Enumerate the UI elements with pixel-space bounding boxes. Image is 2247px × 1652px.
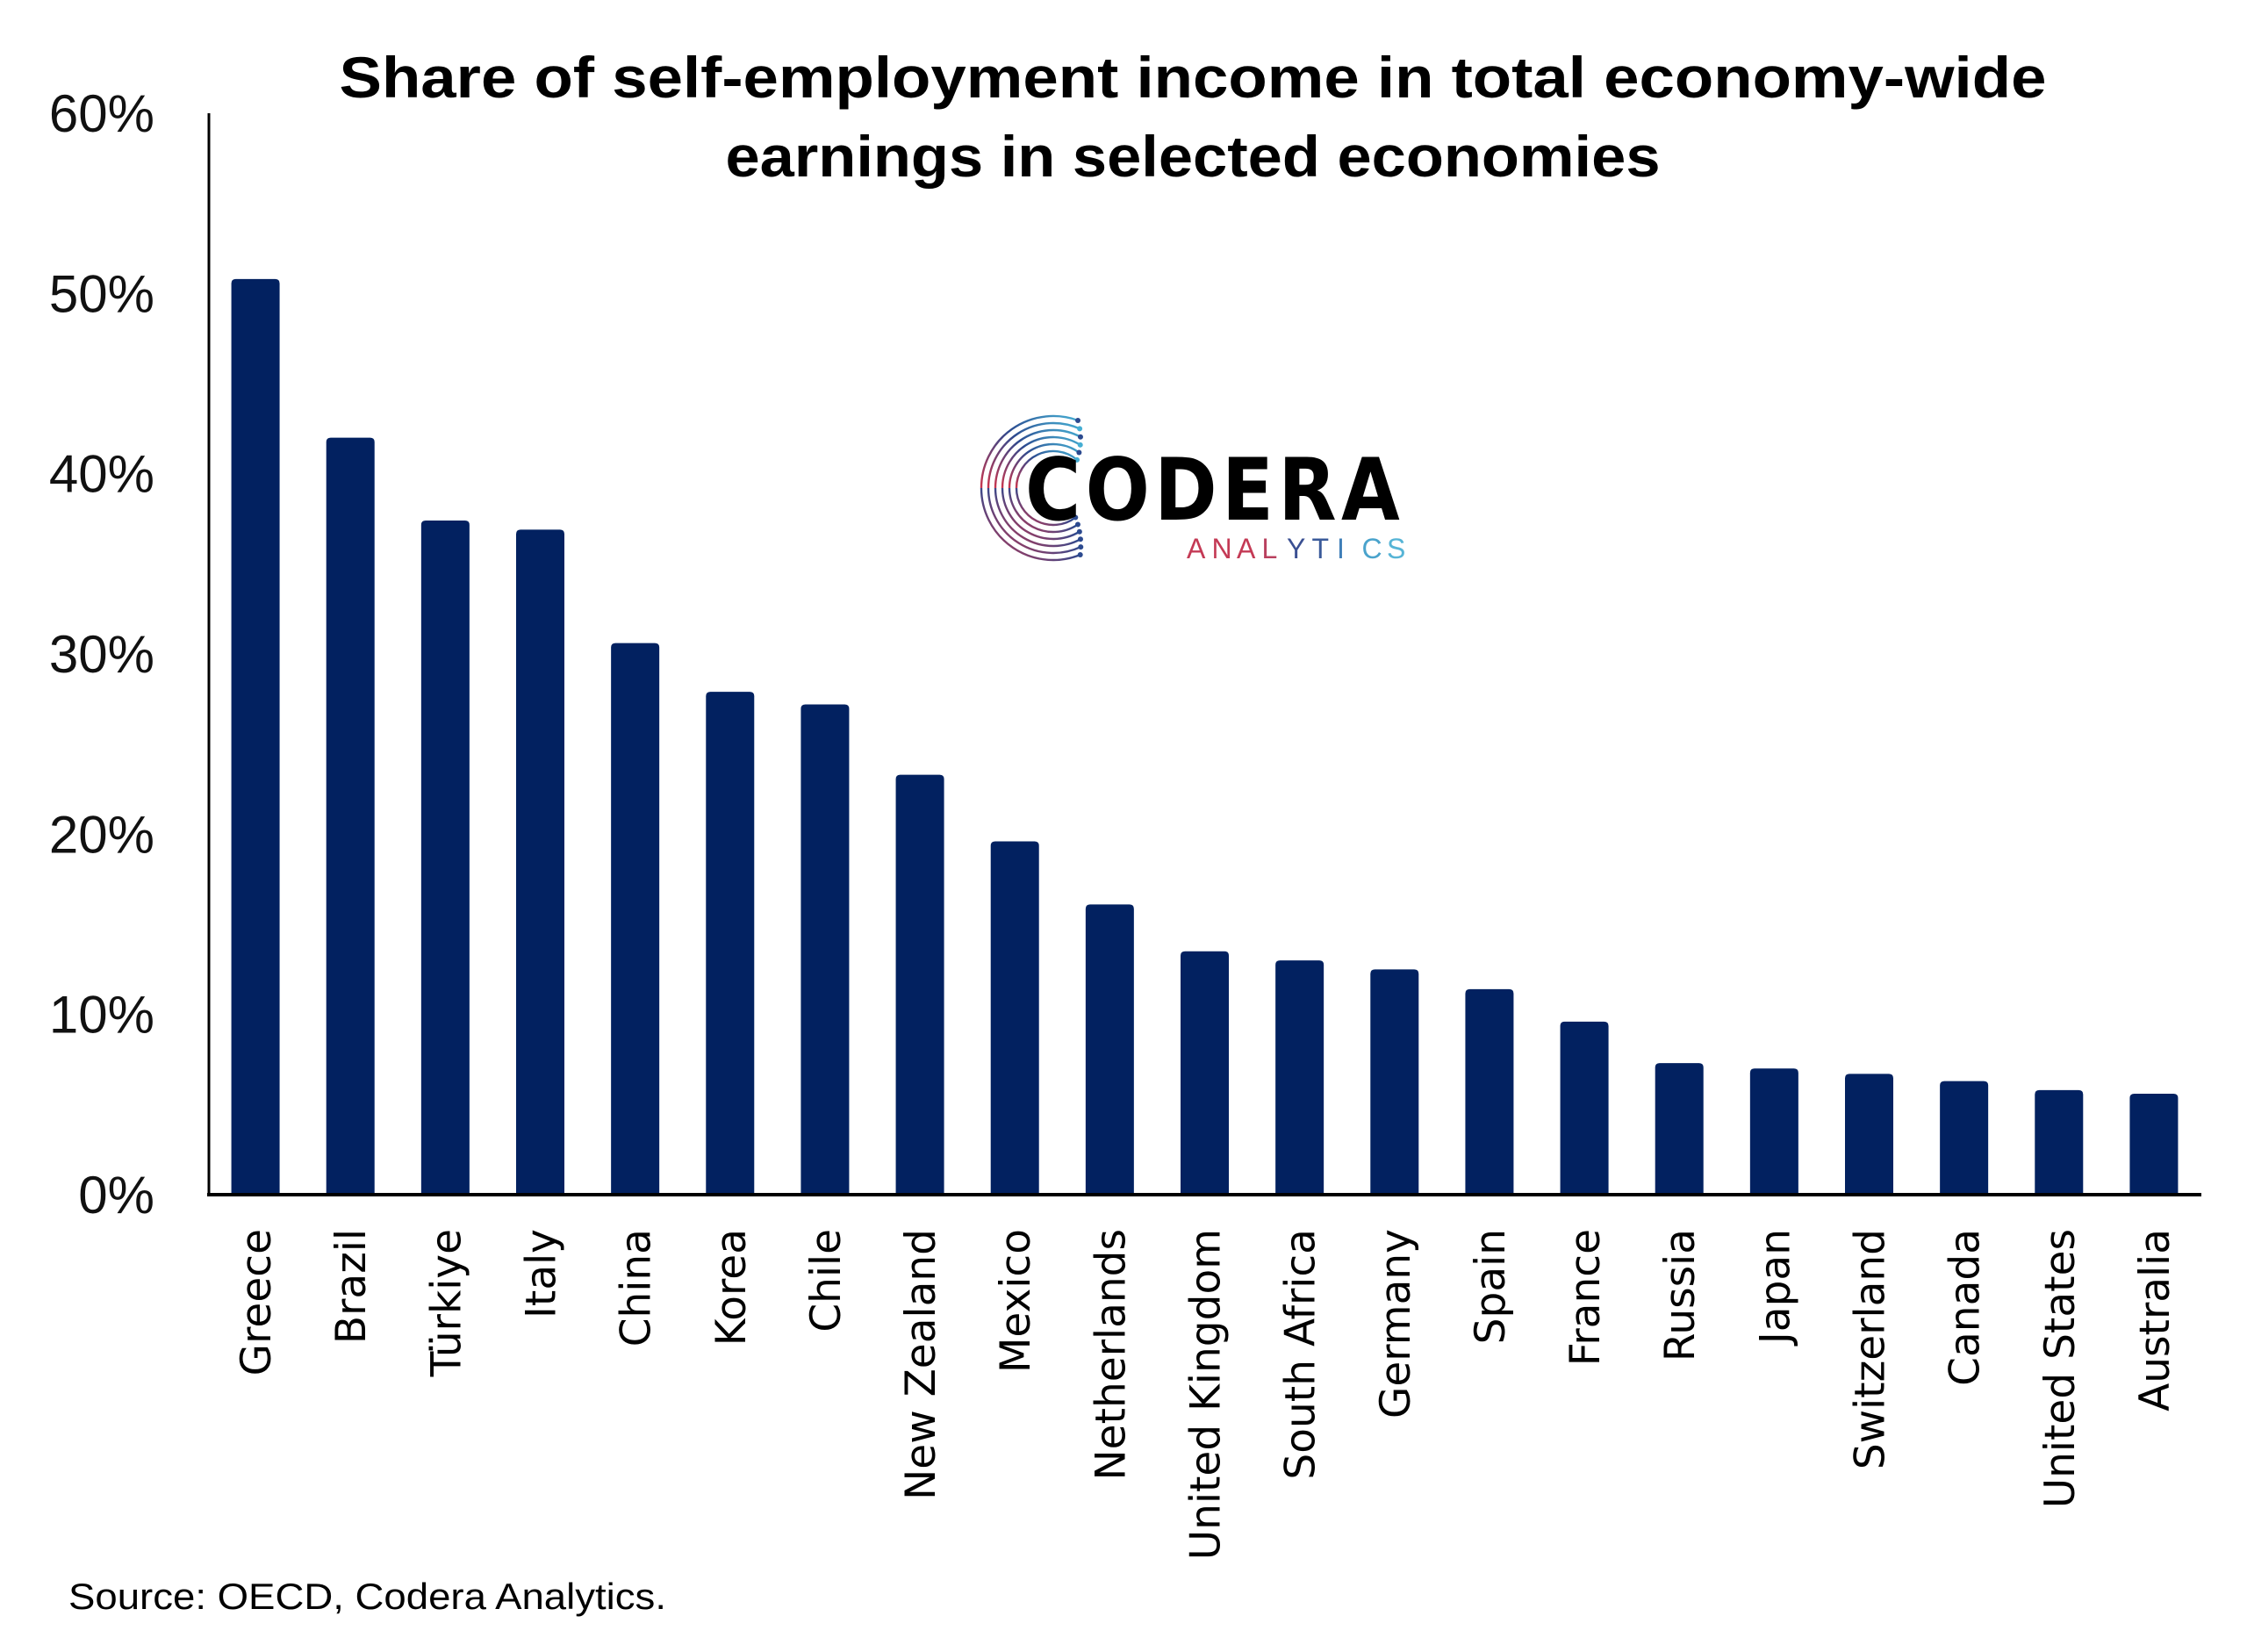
logo-subtitle-letter: A [1237, 533, 1268, 564]
circuit-line [980, 414, 1079, 489]
x-tick-label: Greece [233, 1229, 281, 1375]
bar-germany [1370, 969, 1419, 1195]
bar-australia [2129, 1094, 2179, 1195]
circuit-line [987, 421, 1080, 489]
x-tick-label: United Kingdom [1182, 1229, 1231, 1560]
y-tick-label: 30% [49, 625, 154, 684]
y-axis-tick-labels: 0% 10% 20% 30% 40% 50% 60% [49, 84, 154, 1225]
logo-wordmark: CODERA [1025, 441, 1404, 541]
bars [231, 278, 2179, 1196]
x-tick-label: Netherlands [1087, 1229, 1135, 1481]
bar-netherlands [1085, 904, 1134, 1195]
x-tick-label: Canada [1942, 1229, 1990, 1386]
y-tick-label: 50% [49, 264, 154, 323]
bar-south-africa [1275, 960, 1325, 1195]
source-note: Source: OECD, Codera Analytics. [68, 1576, 666, 1617]
logo-subtitle-letter: S [1387, 533, 1418, 564]
x-tick-label: Türkiye [422, 1229, 470, 1377]
circuit-line [1008, 442, 1080, 489]
bar-united-states [2035, 1089, 2084, 1195]
logo-subtitle-letter: L [1262, 533, 1291, 564]
logo-subtitle-letter: C [1362, 533, 1396, 564]
bar-russia [1655, 1063, 1704, 1195]
bar-france [1560, 1021, 1609, 1195]
circuit-node [1077, 552, 1083, 558]
circuit-node [1078, 544, 1084, 550]
bar-china [611, 643, 660, 1195]
circuit-line [1008, 487, 1079, 534]
circuit-node [1073, 456, 1080, 463]
bar-brazil [326, 437, 375, 1196]
bar-new-zealand [895, 774, 944, 1195]
bar-t-rkiye [420, 521, 470, 1195]
x-tick-label: Mexico [992, 1229, 1040, 1373]
x-tick-label: South Africa [1277, 1229, 1325, 1480]
circuit-line [1015, 449, 1078, 489]
circuit-node [1077, 434, 1083, 440]
bar-canada [1940, 1081, 1989, 1195]
y-tick-label: 40% [49, 445, 154, 504]
x-tick-label: Japan [1751, 1229, 1799, 1347]
x-tick-label: United States [2036, 1229, 2085, 1508]
circuit-line [980, 487, 1081, 562]
bar-united-kingdom [1181, 951, 1229, 1195]
y-tick-label: 60% [49, 84, 154, 143]
y-tick-label: 0% [78, 1166, 154, 1225]
circuit-node [1076, 449, 1082, 456]
chart-title-line-1: Share of self-employment income in total… [340, 45, 2047, 110]
logo-subtitle-letter: Y [1287, 533, 1318, 564]
circuit-line [994, 487, 1081, 548]
bar-spain [1465, 988, 1514, 1195]
x-tick-label: Australia [2131, 1229, 2179, 1411]
y-tick-label: 10% [49, 986, 154, 1045]
logo-subtitle-letter: N [1212, 533, 1246, 564]
x-tick-label: Germany [1372, 1229, 1420, 1419]
y-tick-label: 20% [49, 805, 154, 864]
circuit-node [1075, 417, 1081, 423]
bar-chile [800, 704, 850, 1195]
bar-mexico [990, 841, 1039, 1195]
x-axis-tick-labels: Greece Brazil Türkiye Italy China Korea Chile N… [233, 1229, 2179, 1560]
x-tick-label: China [613, 1229, 661, 1347]
circuit-line [987, 487, 1081, 555]
x-tick-label: Italy [518, 1229, 566, 1318]
circuit-line [994, 428, 1081, 489]
circuit-node [1077, 426, 1083, 432]
bar-switzerland [1845, 1074, 1893, 1195]
circuit-node [1076, 528, 1082, 535]
circuit-line [1001, 435, 1081, 489]
logo-subtitle-letter: A [1187, 533, 1218, 564]
x-tick-label: Spain [1467, 1229, 1515, 1344]
x-tick-label: Korea [707, 1229, 756, 1346]
circuit-line [1015, 487, 1077, 527]
x-tick-label: Switzerland [1847, 1229, 1895, 1469]
bar-italy [516, 529, 564, 1195]
logo-subtitle-letter: T [1312, 533, 1343, 564]
circuit-node [1077, 442, 1083, 448]
bar-korea [706, 692, 755, 1195]
bar-japan [1749, 1068, 1798, 1195]
x-tick-label: France [1561, 1229, 1610, 1366]
circuit-node [1074, 521, 1080, 528]
x-tick-label: Chile [802, 1229, 851, 1332]
bar-greece [231, 278, 280, 1195]
circuit-node [1073, 514, 1079, 521]
logo-subtitle-letter: I [1337, 533, 1358, 564]
chart-title-line-2: earnings in selected economies [726, 124, 1661, 189]
circuit-node [1077, 536, 1083, 542]
x-tick-label: Brazil [327, 1229, 376, 1344]
x-tick-label: New Zealand [897, 1229, 945, 1500]
x-tick-label: Russia [1656, 1229, 1705, 1361]
circuit-arc-icon [980, 414, 1084, 562]
circuit-line [1001, 487, 1080, 541]
